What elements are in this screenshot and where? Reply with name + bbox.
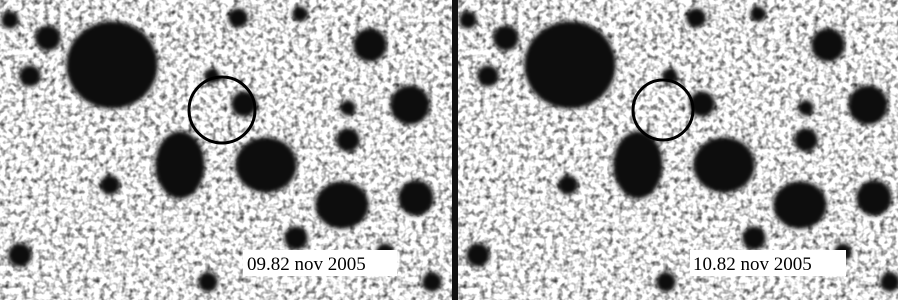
- date-label: 10.82 nov 2005: [693, 254, 812, 275]
- divider: [452, 0, 458, 300]
- page: {"panels": [{"label": "09.82 nov 2005"},…: [0, 0, 898, 300]
- image-pair: 09.82 nov 2005 10.82 nov 2005: [0, 0, 898, 300]
- date-label: 09.82 nov 2005: [247, 254, 366, 275]
